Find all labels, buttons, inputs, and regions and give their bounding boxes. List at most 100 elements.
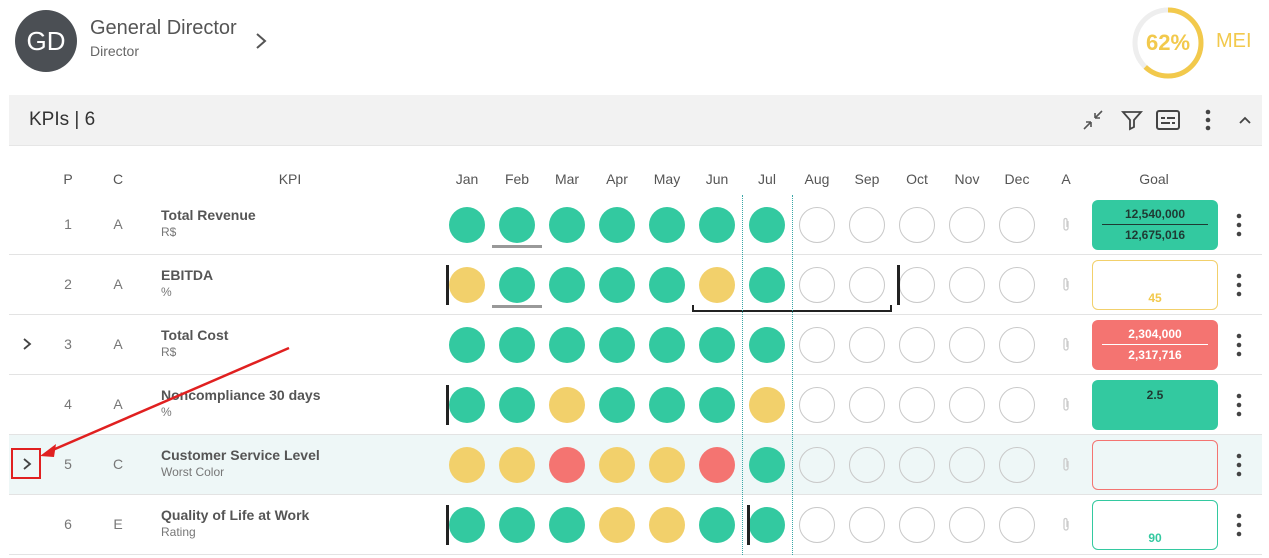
month-status-dot[interactable] (499, 207, 535, 243)
paperclip-icon[interactable] (1060, 517, 1072, 533)
month-status-dot[interactable] (549, 267, 585, 303)
month-status-dot[interactable] (849, 387, 885, 423)
column-header-p[interactable]: P (63, 171, 73, 187)
goal-box[interactable]: 2,304,000 2,317,716 (1092, 320, 1218, 370)
kpi-name[interactable]: Total Cost (161, 327, 229, 343)
month-status-dot[interactable] (699, 387, 735, 423)
month-status-dot[interactable] (649, 447, 685, 483)
month-status-dot[interactable] (599, 267, 635, 303)
month-status-dot[interactable] (549, 327, 585, 363)
month-status-dot[interactable] (999, 267, 1035, 303)
month-status-dot[interactable] (799, 387, 835, 423)
column-header-month[interactable]: Feb (504, 171, 530, 187)
month-status-dot[interactable] (899, 207, 935, 243)
month-status-dot[interactable] (599, 327, 635, 363)
column-header-month[interactable]: Dec (1004, 171, 1030, 187)
month-status-dot[interactable] (849, 267, 885, 303)
month-status-dot[interactable] (649, 267, 685, 303)
month-status-dot[interactable] (699, 207, 735, 243)
column-header-month[interactable]: May (653, 171, 681, 187)
month-status-dot[interactable] (899, 267, 935, 303)
month-status-dot[interactable] (749, 207, 785, 243)
kpi-name[interactable]: EBITDA (161, 267, 214, 283)
month-status-dot[interactable] (999, 387, 1035, 423)
month-status-dot[interactable] (799, 327, 835, 363)
month-status-dot[interactable] (549, 447, 585, 483)
column-header-kpi[interactable]: KPI (278, 171, 302, 187)
kpi-name[interactable]: Total Revenue (161, 207, 256, 223)
month-status-dot[interactable] (999, 507, 1035, 543)
month-status-dot[interactable] (449, 387, 485, 423)
month-status-dot[interactable] (749, 267, 785, 303)
month-status-dot[interactable] (649, 387, 685, 423)
month-status-dot[interactable] (949, 327, 985, 363)
month-status-dot[interactable] (649, 507, 685, 543)
month-status-dot[interactable] (549, 507, 585, 543)
column-header-month[interactable]: Jan (455, 171, 479, 187)
month-status-dot[interactable] (799, 447, 835, 483)
month-status-dot[interactable] (649, 327, 685, 363)
kpi-row[interactable]: 4 A Noncompliance 30 days% 2.5 (9, 375, 1262, 435)
month-status-dot[interactable] (799, 267, 835, 303)
month-status-dot[interactable] (799, 507, 835, 543)
kpi-row[interactable]: 2 A EBITDA% 45 (9, 255, 1262, 315)
kpi-row[interactable]: 1 A Total Revenue R$ 12,540,000 12,675,016 (9, 195, 1262, 255)
column-header-month[interactable]: Aug (804, 171, 830, 187)
month-status-dot[interactable] (899, 327, 935, 363)
month-status-dot[interactable] (949, 207, 985, 243)
month-status-dot[interactable] (899, 387, 935, 423)
kpi-name[interactable]: Customer Service Level (161, 447, 320, 463)
month-status-dot[interactable] (699, 267, 735, 303)
collapse-arrows-icon[interactable] (1080, 107, 1106, 133)
month-status-dot[interactable] (849, 327, 885, 363)
goal-box[interactable]: 12,540,000 12,675,016 (1092, 200, 1218, 250)
column-header-month[interactable]: Oct (906, 171, 928, 187)
month-status-dot[interactable] (649, 207, 685, 243)
more-vert-icon[interactable] (1231, 331, 1247, 359)
month-status-dot[interactable] (549, 387, 585, 423)
month-status-dot[interactable] (699, 327, 735, 363)
month-status-dot[interactable] (899, 507, 935, 543)
chevron-right-icon[interactable] (252, 30, 270, 52)
chevron-right-icon[interactable] (19, 455, 35, 473)
month-status-dot[interactable] (499, 267, 535, 303)
month-status-dot[interactable] (949, 267, 985, 303)
month-status-dot[interactable] (599, 507, 635, 543)
column-header-month[interactable]: Jul (758, 171, 776, 187)
month-status-dot[interactable] (499, 327, 535, 363)
month-status-dot[interactable] (949, 447, 985, 483)
goal-box[interactable]: 45 (1092, 260, 1218, 310)
month-status-dot[interactable] (999, 447, 1035, 483)
goal-box[interactable]: 2.5 (1092, 380, 1218, 430)
month-status-dot[interactable] (849, 507, 885, 543)
more-vert-icon[interactable] (1231, 271, 1247, 299)
month-status-dot[interactable] (449, 207, 485, 243)
subtitles-icon[interactable] (1155, 107, 1181, 133)
month-status-dot[interactable] (599, 207, 635, 243)
month-status-dot[interactable] (749, 327, 785, 363)
column-header-month[interactable]: Apr (606, 171, 628, 187)
kpi-row[interactable]: 6 E Quality of Life at Work Rating 90 (9, 495, 1262, 555)
month-status-dot[interactable] (749, 507, 785, 543)
kpi-name[interactable]: Noncompliance 30 days (161, 387, 321, 403)
month-status-dot[interactable] (499, 387, 535, 423)
kpi-row[interactable]: 3 A Total Cost R$ 2,304,000 2,317,716 (9, 315, 1262, 375)
goal-box[interactable]: 90 (1092, 500, 1218, 550)
more-vert-icon[interactable] (1195, 107, 1221, 133)
month-status-dot[interactable] (749, 447, 785, 483)
column-header-month[interactable]: Nov (954, 171, 980, 187)
column-header-c[interactable]: C (112, 171, 124, 187)
column-header-a[interactable]: A (1061, 171, 1071, 187)
paperclip-icon[interactable] (1060, 397, 1072, 413)
month-status-dot[interactable] (999, 207, 1035, 243)
month-status-dot[interactable] (899, 447, 935, 483)
month-status-dot[interactable] (449, 327, 485, 363)
paperclip-icon[interactable] (1060, 457, 1072, 473)
avatar[interactable]: GD (15, 10, 77, 72)
month-status-dot[interactable] (949, 387, 985, 423)
user-name[interactable]: General Director (90, 17, 237, 39)
month-status-dot[interactable] (599, 387, 635, 423)
column-header-goal[interactable]: Goal (1139, 171, 1169, 187)
goal-box[interactable] (1092, 440, 1218, 490)
month-status-dot[interactable] (749, 387, 785, 423)
